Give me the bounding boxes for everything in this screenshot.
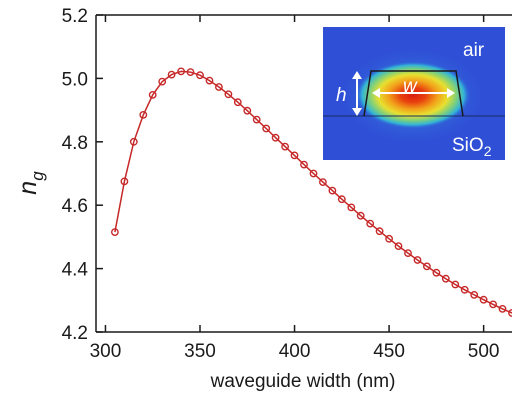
inset-width-arrow-head-left (372, 88, 380, 98)
data-point (214, 83, 223, 91)
data-point (290, 151, 299, 160)
data-point (385, 234, 393, 243)
data-point (177, 67, 186, 76)
data-point (271, 133, 280, 142)
y-tick-label: 5.2 (62, 6, 88, 27)
inset-label-air: air (463, 40, 485, 61)
data-point (281, 142, 289, 151)
y-axis-title-subscript: g (28, 171, 47, 181)
inset-label-h: h (336, 85, 347, 106)
data-point (441, 274, 450, 283)
data-point (375, 227, 384, 236)
y-tick-label: 5.0 (62, 69, 88, 90)
data-point (337, 195, 346, 204)
data-point (498, 304, 507, 313)
x-tick-label: 450 (373, 341, 405, 362)
y-ticks: 4.2 4.4 4.6 4.8 5.0 5.2 (62, 6, 103, 344)
data-point (252, 115, 261, 124)
data-point (470, 290, 479, 299)
data-point (262, 124, 271, 133)
data-point (422, 262, 431, 271)
inset-height-arrow-head-bottom (352, 108, 362, 116)
data-point (205, 76, 214, 85)
data-point (432, 268, 441, 277)
x-tick-label: 500 (468, 341, 500, 362)
data-point (148, 91, 157, 99)
data-point (318, 178, 327, 187)
data-point (451, 280, 460, 289)
y-tick-label: 4.2 (62, 323, 88, 344)
data-point (300, 160, 308, 169)
data-point (479, 295, 488, 304)
x-ticks: 300 350 400 450 500 (90, 15, 500, 362)
data-point (404, 249, 412, 258)
inset-height-arrow-head-top (352, 71, 362, 79)
data-point (196, 71, 204, 80)
x-tick-label: 400 (279, 341, 311, 362)
data-point (129, 137, 138, 146)
data-point (347, 203, 356, 212)
data-point (167, 70, 176, 79)
data-point (394, 242, 403, 251)
inset-label-sio2: SiO2 (452, 135, 492, 159)
data-point (224, 90, 233, 99)
data-point (120, 177, 129, 186)
data-point (328, 186, 337, 195)
data-point (158, 77, 167, 86)
data-point (413, 256, 422, 264)
data-point (309, 169, 318, 178)
data-point (233, 98, 242, 107)
inset-label-sio2-subscript: 2 (484, 143, 492, 159)
y-axis-title: ng (14, 171, 47, 195)
inset-waveguide-outline (363, 70, 464, 117)
data-point (243, 106, 252, 115)
data-point (489, 300, 497, 309)
data-point (356, 211, 365, 220)
data-point (366, 219, 375, 228)
series-line (114, 70, 512, 314)
inset-width-arrow-head-right (447, 88, 455, 98)
data-point (460, 285, 469, 294)
data-point (139, 111, 148, 119)
plot-area (95, 14, 512, 333)
inset-label-w: w (403, 76, 418, 97)
inset-mode-profile: air SiO2 w h (323, 27, 505, 160)
x-tick-label: 300 (90, 341, 122, 362)
data-point (111, 228, 119, 237)
y-tick-label: 4.8 (62, 133, 88, 154)
data-point (186, 68, 195, 77)
x-axis-title: waveguide width (nm) (210, 371, 396, 392)
y-tick-label: 4.4 (62, 260, 89, 281)
inset-mode-field (355, 61, 471, 129)
x-tick-label: 350 (184, 341, 216, 362)
series-points (111, 67, 512, 317)
y-tick-label: 4.6 (62, 196, 88, 217)
